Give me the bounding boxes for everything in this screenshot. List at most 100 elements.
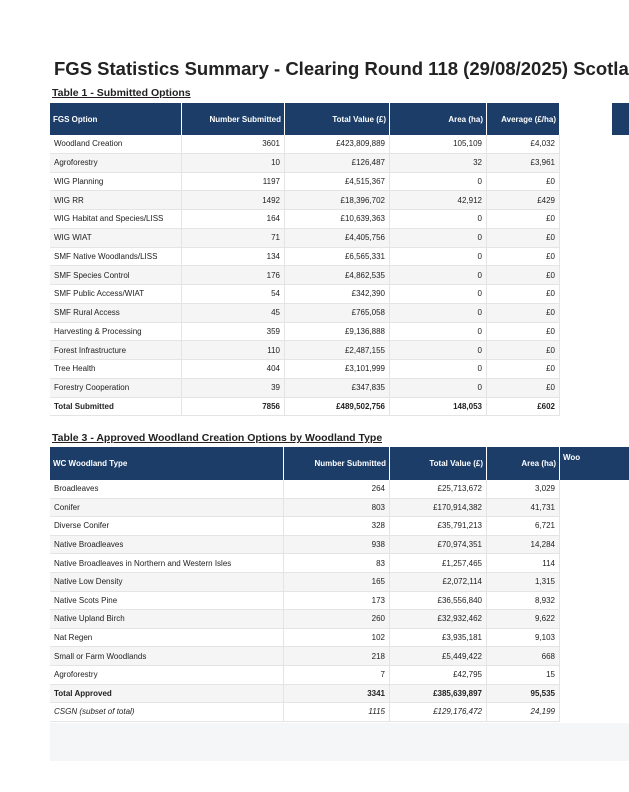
table-cell: Small or Farm Woodlands — [50, 647, 284, 666]
table-cell: 10 — [182, 153, 285, 173]
table-cell: 0 — [390, 228, 487, 248]
table-cell: £342,390 — [285, 285, 390, 304]
table-cell: Diverse Conifer — [50, 517, 284, 536]
table-cell: WIG Habitat and Species/LISS — [50, 210, 182, 229]
table-cell: 134 — [182, 247, 285, 267]
table-cell: 15 — [487, 666, 560, 685]
table-cell: Native Scots Pine — [50, 591, 284, 611]
table-cell: 39 — [182, 378, 285, 398]
table-cell: £0 — [487, 341, 560, 360]
table-caption: Table 1 - Submitted Options — [52, 87, 191, 99]
table-cell: 9,622 — [487, 610, 560, 629]
table-cell: WIG RR — [50, 191, 182, 210]
table-cell: WIG WIAT — [50, 228, 182, 248]
table-cell: £4,405,756 — [285, 228, 390, 248]
column-header: Total Value (£) — [285, 103, 390, 135]
table-cell: £35,791,213 — [390, 517, 487, 536]
table-cell: £429 — [487, 191, 560, 210]
table-cell: £0 — [487, 266, 560, 285]
table-cell: £170,914,382 — [390, 498, 487, 518]
table-cell: £10,639,363 — [285, 210, 390, 229]
table-cell: 328 — [284, 517, 390, 536]
table-cell: 41,731 — [487, 498, 560, 518]
table-cell: 668 — [487, 647, 560, 666]
table-cell: CSGN (subset of total) — [50, 703, 284, 722]
table-cell: 0 — [390, 378, 487, 398]
table-cell: 54 — [182, 285, 285, 304]
page-title: FGS Statistics Summary - Clearing Round … — [54, 58, 629, 79]
table-cell: 110 — [182, 341, 285, 360]
table-cell: 0 — [390, 247, 487, 267]
table-cell: Forest Infrastructure — [50, 341, 182, 360]
table-cell: £347,835 — [285, 378, 390, 398]
table-cell: £0 — [487, 303, 560, 323]
table-cell: £2,487,155 — [285, 341, 390, 360]
table-cell: Harvesting & Processing — [50, 322, 182, 342]
table-cell: Broadleaves — [50, 480, 284, 499]
table-cell: Conifer — [50, 498, 284, 518]
table-cell: Nat Regen — [50, 628, 284, 648]
table-caption: Table 3 - Approved Woodland Creation Opt… — [52, 432, 383, 444]
table-cell: 1492 — [182, 191, 285, 210]
table-cell: SMF Native Woodlands/LISS — [50, 247, 182, 267]
table-cell: WIG Planning — [50, 172, 182, 192]
column-header: Number Submitted — [182, 103, 285, 135]
table-cell: £126,487 — [285, 153, 390, 173]
table-cell: £4,032 — [487, 135, 560, 154]
table-cell: 0 — [390, 266, 487, 285]
table-cell: £0 — [487, 360, 560, 379]
table-cell: 7 — [284, 666, 390, 685]
table-cell: 0 — [390, 285, 487, 304]
table-cell: 102 — [284, 628, 390, 648]
table-cell: SMF Species Control — [50, 266, 182, 285]
table-cell: £32,932,462 — [390, 610, 487, 629]
table-cell: £4,515,367 — [285, 172, 390, 192]
table-cell: Agroforestry — [50, 153, 182, 173]
table-cell: £0 — [487, 172, 560, 192]
table-cell: 1115 — [284, 703, 390, 722]
table-cell: 0 — [390, 360, 487, 379]
table-cell: £1,257,465 — [390, 554, 487, 573]
table-cell: Forestry Cooperation — [50, 378, 182, 398]
table-cell: 95,535 — [487, 684, 560, 704]
table-cell: £0 — [487, 210, 560, 229]
table-cell: £0 — [487, 378, 560, 398]
table-cell: 83 — [284, 554, 390, 573]
table-cell: 264 — [284, 480, 390, 499]
column-header: Total Value (£) — [390, 447, 487, 480]
table-cell: £602 — [487, 397, 560, 417]
table-cell: Native Low Density — [50, 573, 284, 592]
table-cell: 938 — [284, 535, 390, 555]
table-cell: 3,029 — [487, 480, 560, 499]
table-cell: Native Broadleaves in Northern and Weste… — [50, 554, 284, 573]
table-cell: Woodland Creation — [50, 135, 182, 154]
table-cell: 24,199 — [487, 703, 560, 722]
table-cell: £0 — [487, 322, 560, 342]
table-cell: 8,932 — [487, 591, 560, 611]
table-cell: £765,058 — [285, 303, 390, 323]
table-cell: 45 — [182, 303, 285, 323]
table-cell: 0 — [390, 210, 487, 229]
table-cell: £4,862,535 — [285, 266, 390, 285]
table-cell: £423,809,889 — [285, 135, 390, 154]
table-cell: Agroforestry — [50, 666, 284, 685]
table-cell: 14,284 — [487, 535, 560, 555]
table-cell: £5,449,422 — [390, 647, 487, 666]
table-cell: 1,315 — [487, 573, 560, 592]
table-cell: 6,721 — [487, 517, 560, 536]
column-header: WC Woodland Type — [50, 447, 284, 480]
table-cell: Native Broadleaves — [50, 535, 284, 555]
column-header: Woo — [560, 447, 629, 480]
table-cell: £385,639,897 — [390, 684, 487, 704]
table-cell: Native Upland Birch — [50, 610, 284, 629]
table-cell: £489,502,756 — [285, 397, 390, 417]
table-cell: 404 — [182, 360, 285, 379]
table-cell: Tree Health — [50, 360, 182, 379]
table-cell: 173 — [284, 591, 390, 611]
table-cell: 260 — [284, 610, 390, 629]
table-cell: 9,103 — [487, 628, 560, 648]
table-cell: 0 — [390, 303, 487, 323]
table-cell: £36,556,840 — [390, 591, 487, 611]
table-cell: £42,795 — [390, 666, 487, 685]
table-cell: SMF Rural Access — [50, 303, 182, 323]
